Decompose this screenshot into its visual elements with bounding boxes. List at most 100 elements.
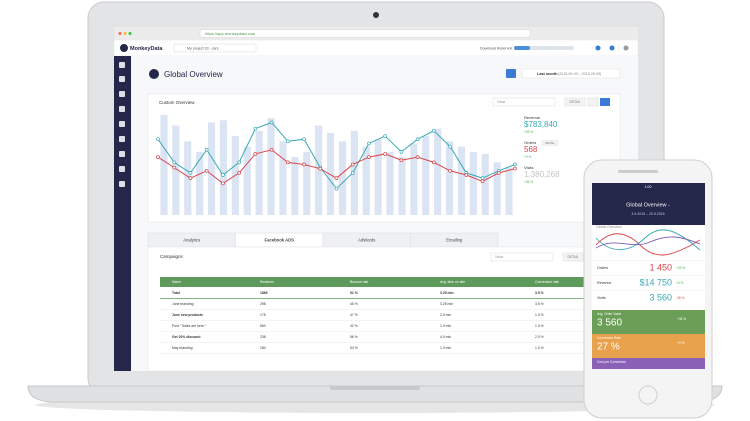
settings-button[interactable]	[587, 97, 599, 107]
bar	[160, 115, 168, 215]
value-select[interactable]	[490, 252, 554, 262]
minimize[interactable]	[123, 32, 127, 35]
point	[221, 173, 225, 177]
point	[221, 181, 225, 186]
bar	[386, 151, 394, 215]
row-name: Visits	[597, 296, 606, 300]
close[interactable]	[118, 32, 122, 35]
cell: 1.0 min	[440, 324, 451, 328]
overview-title: Custom Overview	[159, 100, 195, 105]
table-header	[160, 277, 585, 287]
bar	[362, 146, 370, 215]
point	[383, 134, 388, 138]
project-select[interactable]	[173, 43, 257, 53]
phone-date: 4.9.2015 – 20.5.2015	[631, 212, 664, 216]
point	[415, 137, 420, 142]
cell: 236	[260, 335, 266, 339]
home-button[interactable]	[638, 385, 658, 405]
bar	[315, 125, 323, 215]
bar	[255, 130, 263, 215]
tab-label: Analytics	[183, 238, 200, 243]
toggle-button[interactable]	[600, 98, 610, 106]
point	[156, 155, 160, 159]
cell: 2.0 %	[535, 335, 544, 339]
cell: May branding	[172, 346, 193, 350]
tile-value: 27 %	[597, 342, 620, 353]
cell: 1.0 min	[440, 346, 451, 350]
date-picker[interactable]	[521, 68, 621, 79]
header-cell: Name	[172, 280, 181, 284]
cell: June branding	[172, 302, 194, 306]
tile	[592, 310, 705, 334]
point	[513, 166, 517, 171]
bar	[279, 141, 287, 215]
date-label: Last month	[537, 72, 558, 76]
metric-name: Visits	[524, 165, 533, 170]
bar	[410, 143, 418, 215]
cell: 3.25 min	[440, 302, 453, 306]
cell: 53 %	[350, 346, 358, 350]
point	[513, 162, 517, 167]
row-value: $14 750	[639, 277, 672, 287]
cell: 51 %	[350, 291, 358, 295]
row-change: -36 %	[676, 296, 684, 300]
point	[350, 162, 355, 167]
metric-change: +36 %	[524, 180, 533, 184]
maximize[interactable]	[128, 32, 132, 35]
phone-header	[592, 183, 705, 225]
campaigns-card	[147, 246, 621, 372]
point	[415, 155, 420, 159]
point	[269, 120, 274, 125]
metric-value: $783,840	[524, 120, 558, 129]
cell: 3.5 %	[535, 291, 544, 295]
bar	[457, 146, 466, 215]
bar	[267, 118, 275, 215]
detail-button[interactable]	[541, 140, 559, 146]
point	[237, 160, 241, 165]
tab-label: Emailing	[446, 238, 463, 243]
point	[334, 176, 339, 181]
bar	[398, 157, 406, 215]
cell: 45 %	[350, 302, 358, 306]
value-select[interactable]	[492, 97, 556, 107]
point	[302, 162, 306, 167]
address-bar[interactable]	[199, 29, 531, 38]
bar	[481, 153, 489, 215]
tile-value: 3 560	[597, 318, 622, 329]
bar	[505, 167, 513, 215]
overview-chart	[156, 115, 517, 215]
phone-time: 1:00	[645, 185, 652, 189]
icon[interactable]	[609, 45, 615, 51]
point	[285, 160, 290, 165]
icon[interactable]	[595, 45, 601, 51]
icon[interactable]	[623, 45, 629, 51]
bar	[374, 139, 382, 215]
bar	[172, 125, 180, 215]
detail-button[interactable]	[564, 97, 586, 107]
cell: 180	[260, 346, 266, 350]
bar	[184, 141, 192, 215]
overview-card	[147, 93, 621, 223]
bar	[445, 141, 454, 215]
calendar-button[interactable]	[506, 69, 516, 78]
detail-button[interactable]	[562, 252, 584, 262]
project: My project 33 - cars	[187, 46, 219, 50]
row-change: +6 %	[676, 281, 684, 285]
sidebar	[114, 56, 131, 371]
cell: 1869	[260, 291, 268, 295]
point	[172, 165, 177, 170]
value-select-text: Value	[495, 255, 504, 259]
header-cell: Sessions	[260, 280, 274, 284]
row-change: +25 %	[676, 266, 685, 270]
point	[302, 137, 306, 142]
tile-change: +36 %	[677, 317, 686, 321]
phone-line	[595, 233, 701, 256]
metric-change: +0 %	[524, 155, 532, 159]
point	[464, 173, 469, 177]
bar	[219, 120, 228, 215]
tab-label: AdWords	[358, 238, 375, 243]
bar	[303, 151, 311, 215]
date-range: (2015-09-09 – 2015-09-09)	[558, 72, 601, 76]
bar	[291, 157, 299, 215]
